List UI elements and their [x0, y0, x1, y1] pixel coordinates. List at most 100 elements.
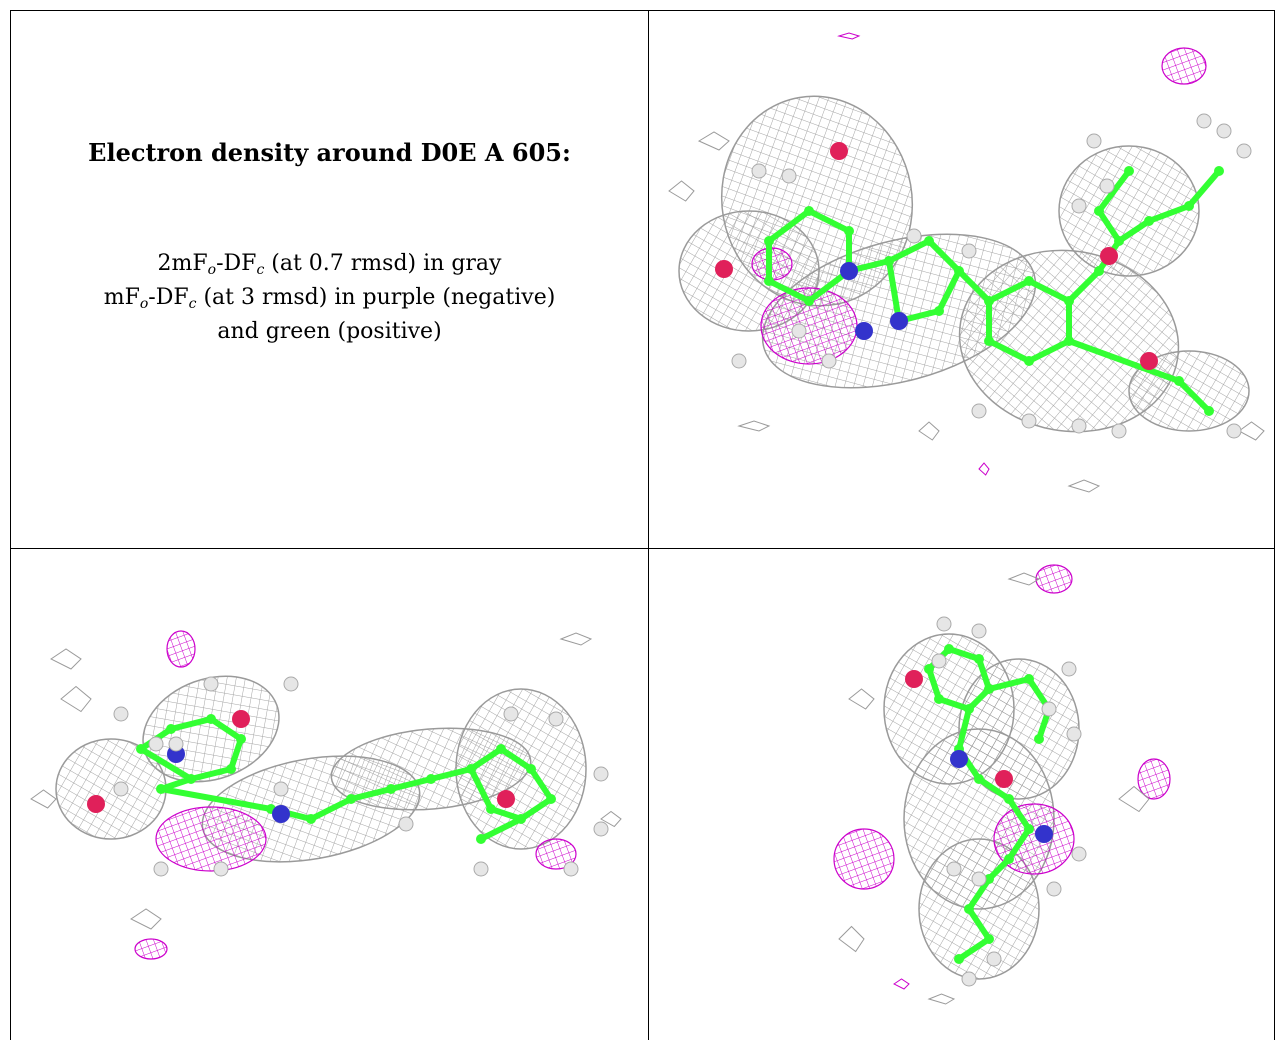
carbon-atom: [1204, 406, 1214, 416]
bond-stick: [986, 278, 1032, 304]
bond-stick: [926, 238, 962, 274]
carbon-atom: [236, 734, 246, 744]
hydrogen-atom: [283, 676, 299, 692]
bond-stick: [348, 786, 394, 802]
bond-stick: [986, 676, 1032, 692]
oxygen-atom: [497, 790, 515, 808]
carbon-atom: [1034, 734, 1044, 744]
carbon-atom: [476, 834, 486, 844]
bond-stick: [468, 746, 504, 772]
bond-stick: [966, 906, 992, 942]
hydrogen-atom: [1071, 418, 1087, 434]
carbon-atom: [1184, 201, 1194, 211]
hydrogen-atom: [168, 736, 184, 752]
negative-density-blob: [155, 806, 267, 872]
nitrogen-atom: [1035, 825, 1053, 843]
bond-stick: [1066, 338, 1182, 384]
bond-stick: [936, 268, 962, 314]
bond-stick: [1186, 168, 1222, 209]
density-fragment: [1238, 421, 1265, 441]
bond-stick: [926, 666, 942, 702]
carbon-atom: [1114, 236, 1124, 246]
carbon-atom: [1004, 854, 1014, 864]
carbon-atom: [526, 764, 536, 774]
oxygen-atom: [87, 795, 105, 813]
carbon-atom: [1214, 166, 1224, 176]
carbon-atom: [1124, 166, 1134, 176]
carbon-atom: [1064, 296, 1074, 306]
density-fragment: [927, 993, 956, 1005]
oxygen-atom: [1100, 247, 1118, 265]
bond-stick: [1006, 796, 1032, 832]
molecule-render-bottom-left: [30, 630, 622, 960]
bond-stick: [886, 258, 902, 324]
carbon-atom: [804, 296, 814, 306]
carbon-atom: [546, 794, 556, 804]
bond-stick: [208, 716, 244, 742]
negative-density-blob: [134, 938, 168, 960]
hydrogen-atom: [751, 163, 767, 179]
carbon-atom: [984, 336, 994, 346]
hydrogen-atom: [1061, 661, 1077, 677]
bond-stick: [528, 766, 554, 802]
carbon-atom: [974, 774, 984, 784]
bond-stick: [168, 716, 214, 732]
bond-stick: [488, 806, 524, 822]
hydrogen-atom: [906, 228, 922, 244]
density-fragment: [559, 632, 593, 646]
carbon-atom: [884, 256, 894, 266]
bond-stick: [478, 816, 524, 842]
carbon-atom: [1024, 276, 1034, 286]
figure-grid: [10, 10, 1275, 1040]
grid-divider-horizontal: [10, 548, 1275, 549]
bond-stick: [468, 766, 494, 812]
hydrogen-atom: [1099, 178, 1115, 194]
bond-stick: [1026, 338, 1072, 364]
density-fragment: [1118, 785, 1150, 813]
carbon-atom: [386, 784, 396, 794]
hydrogen-atom: [548, 711, 564, 727]
density-fragment: [838, 925, 865, 953]
bond-stick: [886, 238, 932, 264]
hydrogen-atom: [473, 861, 489, 877]
caption-title: Electron density around D0E A 605:: [88, 138, 571, 167]
hydrogen-atom: [1046, 881, 1062, 897]
nitrogen-atom: [840, 262, 858, 280]
bond-stick: [806, 208, 852, 234]
carbon-atom: [1094, 266, 1104, 276]
caption-panel: Electron density around D0E A 605: 2mFo-…: [11, 11, 648, 548]
bond-stick: [1116, 218, 1152, 244]
bond-stick: [138, 746, 194, 782]
carbon-atom: [1174, 376, 1184, 386]
density-view-bottom-left: [11, 549, 648, 1040]
density-fragment: [668, 180, 695, 202]
negative-density-blob: [833, 828, 895, 890]
negative-density-blob: [1161, 47, 1207, 85]
hydrogen-atom: [148, 736, 164, 752]
hydrogen-atom: [563, 861, 579, 877]
hydrogen-atom: [1111, 423, 1127, 439]
carbon-atom: [486, 804, 496, 814]
hydrogen-atom: [961, 243, 977, 259]
density-fragment: [1007, 572, 1041, 586]
bond-stick: [518, 796, 554, 822]
caption-line3: and green (positive): [217, 319, 442, 344]
carbon-atom: [156, 784, 166, 794]
hydrogen-atom: [1196, 113, 1212, 129]
bond-stick: [966, 876, 992, 912]
hydrogen-atom: [971, 403, 987, 419]
carbon-atom: [764, 276, 774, 286]
oxygen-atom: [830, 142, 848, 160]
hydrogen-atom: [986, 951, 1002, 967]
carbon-atom: [426, 774, 436, 784]
hydrogen-atom: [781, 168, 797, 184]
density-fragment: [60, 685, 92, 713]
carbon-atom: [346, 794, 356, 804]
density-mesh-blob: [1058, 145, 1200, 277]
density-fragment: [893, 978, 910, 990]
hydrogen-atom: [1236, 143, 1252, 159]
carbon-atom: [1024, 674, 1034, 684]
carbon-atom: [924, 664, 934, 674]
hydrogen-atom: [1086, 133, 1102, 149]
bond-stick: [936, 696, 972, 712]
